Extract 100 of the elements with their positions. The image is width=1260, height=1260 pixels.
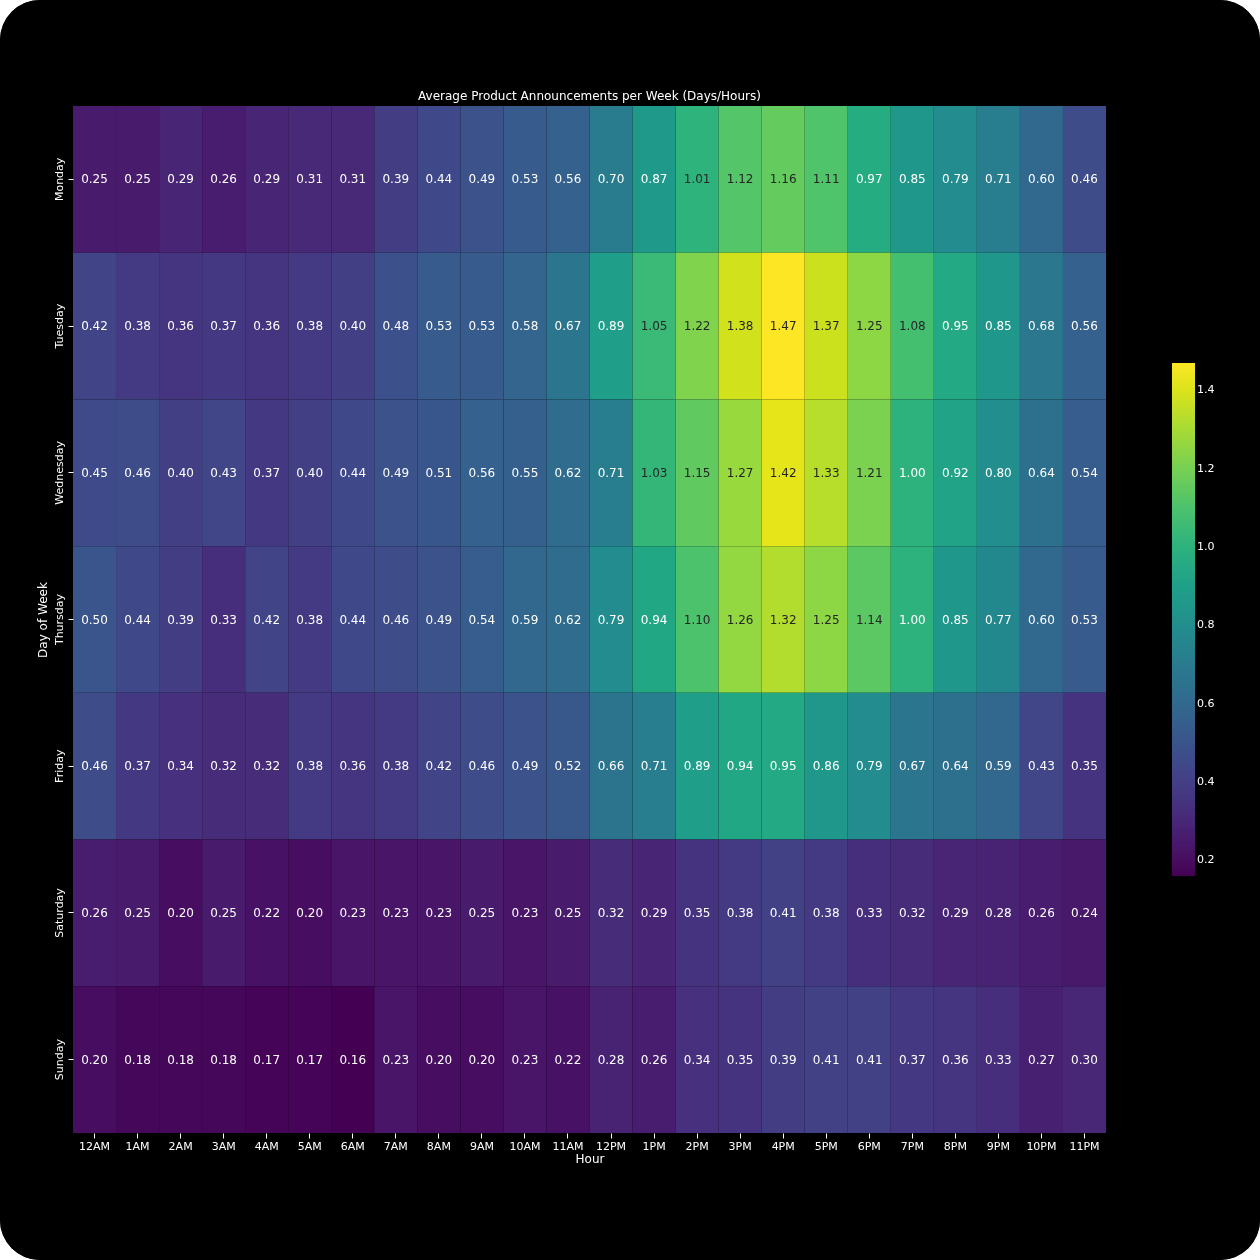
data-label: 0.41 xyxy=(812,1052,840,1067)
x-tick-label: 8AM xyxy=(426,1139,451,1153)
data-label: 1.12 xyxy=(726,172,754,187)
data-label: 0.55 xyxy=(511,465,539,480)
data-label: 1.33 xyxy=(812,465,840,480)
data-label: 0.68 xyxy=(1028,319,1055,334)
color-bar-label: 0.4 xyxy=(1197,775,1215,789)
data-label: 0.42 xyxy=(81,319,108,334)
color-bar-label: 1.2 xyxy=(1197,461,1215,475)
data-label: 0.59 xyxy=(511,612,539,627)
data-label: 0.25 xyxy=(124,172,151,187)
data-label: 0.23 xyxy=(425,905,453,920)
data-label: 0.38 xyxy=(296,612,324,627)
chart-title: Average Product Announcements per Week (Days/Hours) xyxy=(418,89,761,103)
data-label: 1.37 xyxy=(812,319,840,334)
data-label: 0.64 xyxy=(1028,465,1055,480)
data-label: 0.31 xyxy=(296,172,324,187)
data-label: 0.42 xyxy=(425,759,453,774)
y-tick-label: Saturday xyxy=(52,887,66,938)
data-label: 0.53 xyxy=(511,172,539,187)
y-tick-label: Thursday xyxy=(52,593,66,647)
data-label: 0.85 xyxy=(898,172,926,187)
data-label: 0.67 xyxy=(898,759,926,774)
data-label: 0.46 xyxy=(382,612,410,627)
data-label: 0.62 xyxy=(554,465,582,480)
data-label: 0.37 xyxy=(210,319,238,334)
x-tick-label: 9PM xyxy=(986,1139,1010,1153)
data-label: 0.35 xyxy=(683,905,711,920)
data-label: 0.29 xyxy=(253,172,281,187)
color-bar-label: 1.4 xyxy=(1197,383,1215,397)
data-label: 0.37 xyxy=(124,759,151,774)
data-label: 0.59 xyxy=(985,759,1012,774)
data-label: 0.64 xyxy=(941,759,969,774)
data-label: 0.38 xyxy=(812,905,840,920)
color-bar-label: 0.2 xyxy=(1197,853,1215,867)
x-tick-label: 4PM xyxy=(771,1139,795,1153)
x-tick-label: 8PM xyxy=(943,1139,967,1153)
data-label: 0.26 xyxy=(1028,905,1055,920)
data-label: 0.37 xyxy=(898,1052,926,1067)
data-label: 0.94 xyxy=(726,759,754,774)
data-label: 0.56 xyxy=(468,465,496,480)
data-label: 1.47 xyxy=(769,319,797,334)
data-label: 0.94 xyxy=(640,612,668,627)
data-label: 0.33 xyxy=(210,612,238,627)
data-label: 0.20 xyxy=(425,1052,453,1067)
x-tick-label: 2PM xyxy=(685,1139,709,1153)
data-label: 0.44 xyxy=(339,465,367,480)
data-label: 0.56 xyxy=(554,172,582,187)
data-label: 0.18 xyxy=(167,1052,194,1067)
data-label: 0.22 xyxy=(554,1052,582,1067)
x-tick-label: 7PM xyxy=(900,1139,924,1153)
data-label: 0.23 xyxy=(511,905,539,920)
data-label: 0.38 xyxy=(124,319,151,334)
data-label: 0.39 xyxy=(382,172,410,187)
data-label: 0.89 xyxy=(683,759,711,774)
data-label: 0.48 xyxy=(382,319,410,334)
data-label: 0.32 xyxy=(597,905,625,920)
data-label: 0.46 xyxy=(124,465,151,480)
data-label: 0.86 xyxy=(812,759,840,774)
data-label: 0.60 xyxy=(1028,612,1055,627)
data-label: 0.46 xyxy=(81,759,108,774)
data-label: 0.25 xyxy=(554,905,582,920)
data-label: 0.16 xyxy=(339,1052,367,1067)
color-bar-label: 1.0 xyxy=(1197,540,1215,554)
data-label: 1.22 xyxy=(683,319,711,334)
x-tick-label: 3PM xyxy=(728,1139,752,1153)
data-label: 0.32 xyxy=(210,759,238,774)
data-label: 0.41 xyxy=(855,1052,883,1067)
data-label: 0.29 xyxy=(640,905,668,920)
data-label: 0.26 xyxy=(210,172,238,187)
x-tick-label: 5PM xyxy=(814,1139,838,1153)
data-label: 1.26 xyxy=(726,612,754,627)
data-label: 0.36 xyxy=(941,1052,969,1067)
x-tick-label: 10AM xyxy=(509,1139,541,1153)
data-label: 0.40 xyxy=(339,319,367,334)
data-label: 0.20 xyxy=(167,905,194,920)
x-tick-label: 12PM xyxy=(595,1139,627,1153)
data-label: 1.14 xyxy=(855,612,883,627)
data-label: 0.49 xyxy=(511,759,539,774)
x-tick-label: 11AM xyxy=(552,1139,584,1153)
data-label: 0.49 xyxy=(425,612,453,627)
data-label: 0.53 xyxy=(1071,612,1098,627)
data-label: 0.54 xyxy=(468,612,496,627)
data-label: 0.28 xyxy=(597,1052,625,1067)
data-label: 0.41 xyxy=(769,905,797,920)
y-tick-label: Sunday xyxy=(52,1038,66,1081)
data-label: 1.00 xyxy=(898,465,926,480)
data-label: 0.79 xyxy=(941,172,969,187)
data-label: 0.20 xyxy=(296,905,324,920)
data-label: 0.23 xyxy=(511,1052,539,1067)
data-label: 1.08 xyxy=(898,319,926,334)
data-label: 0.25 xyxy=(124,905,151,920)
data-label: 0.79 xyxy=(855,759,883,774)
data-label: 0.28 xyxy=(985,905,1012,920)
data-label: 0.80 xyxy=(985,465,1012,480)
data-label: 0.77 xyxy=(985,612,1012,627)
data-label: 0.44 xyxy=(124,612,151,627)
data-label: 0.87 xyxy=(640,172,668,187)
data-label: 0.35 xyxy=(1071,759,1098,774)
data-label: 1.11 xyxy=(812,172,840,187)
